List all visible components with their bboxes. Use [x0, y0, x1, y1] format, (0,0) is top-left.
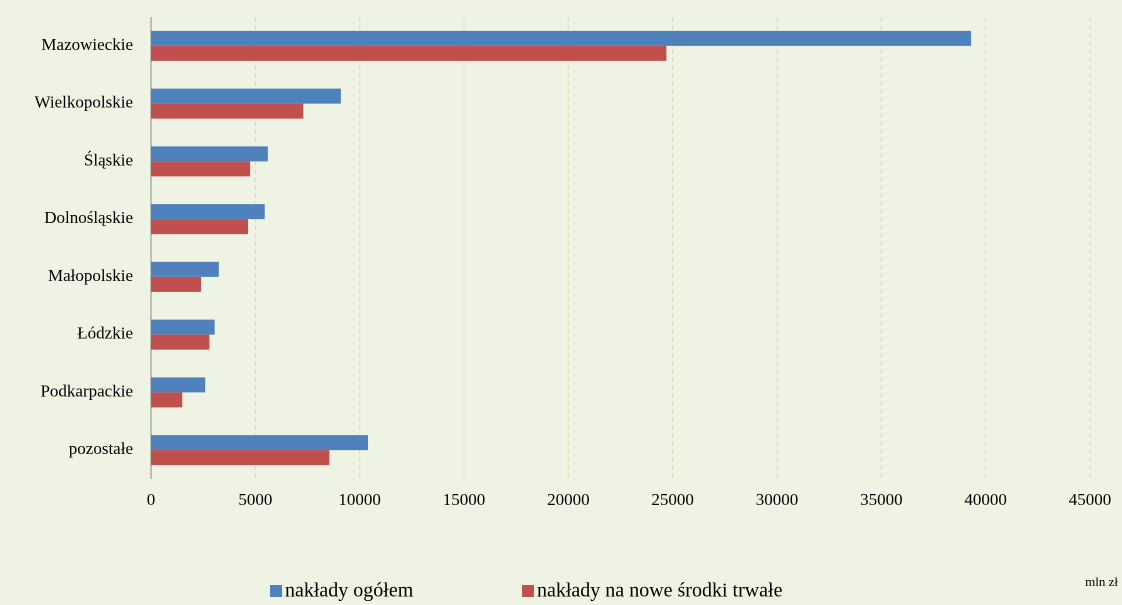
legend-swatch	[522, 585, 534, 597]
x-tick-label: 5000	[238, 490, 272, 509]
x-tick-label: 40000	[964, 490, 1007, 509]
bar	[151, 30, 972, 46]
bar	[151, 450, 330, 466]
bar	[151, 261, 219, 277]
bar	[151, 161, 251, 177]
y-tick-label: pozostałe	[69, 439, 133, 458]
bar	[151, 392, 183, 408]
x-tick-label: 45000	[1069, 490, 1112, 509]
x-tick-label: 25000	[651, 490, 694, 509]
bar	[151, 103, 304, 119]
bar	[151, 219, 249, 235]
x-tick-label: 30000	[756, 490, 799, 509]
bar	[151, 319, 215, 335]
bar	[151, 435, 369, 451]
x-tick-label: 10000	[338, 490, 381, 509]
x-tick-label: 35000	[860, 490, 903, 509]
bar	[151, 146, 268, 162]
bar	[151, 276, 202, 292]
legend-label: nakłady na nowe środki trwałe	[537, 580, 783, 602]
bar	[151, 88, 341, 104]
legend-label: nakłady ogółem	[285, 580, 414, 602]
legend-swatch	[270, 585, 282, 597]
bar	[151, 377, 206, 393]
y-tick-label: Śląskie	[84, 150, 133, 169]
y-tick-label: Małopolskie	[48, 266, 133, 285]
x-unit: mln zł	[1085, 574, 1118, 589]
x-tick-label: 15000	[443, 490, 486, 509]
y-tick-label: Dolnośląskie	[44, 208, 133, 227]
x-tick-label: 20000	[547, 490, 590, 509]
y-tick-label: Łódzkie	[77, 324, 133, 343]
y-tick-label: Mazowieckie	[41, 35, 133, 54]
x-tick-label: 0	[147, 490, 156, 509]
y-tick-label: Podkarpackie	[40, 381, 133, 400]
bar	[151, 204, 265, 220]
bar	[151, 334, 210, 350]
bar	[151, 45, 667, 61]
y-tick-label: Wielkopolskie	[35, 93, 133, 112]
